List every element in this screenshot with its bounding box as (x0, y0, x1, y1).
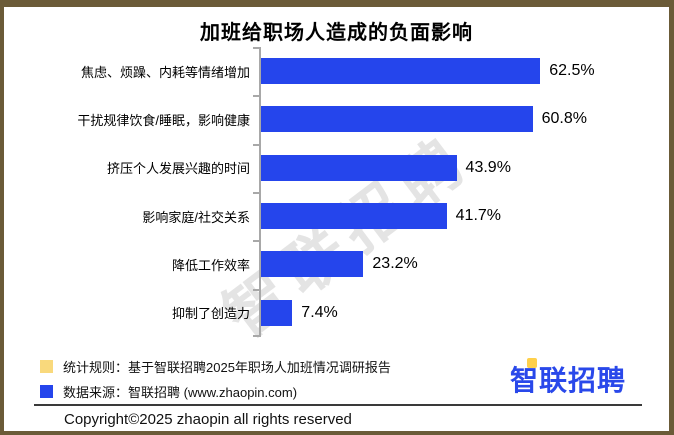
bar (259, 203, 447, 230)
value-label: 43.9% (465, 158, 511, 176)
category-label: 影响家庭/社交关系 (142, 209, 250, 225)
axis-tick (253, 335, 259, 337)
bar (259, 299, 293, 326)
value-label: 62.5% (549, 62, 595, 80)
legend-label: 数据来源：智联招聘 (www.zhaopin.com) (63, 385, 298, 400)
logo-text: 智联招聘 (510, 365, 627, 396)
bar-area: 41.7% (259, 192, 664, 240)
category-label: 挤压个人发展兴趣的时间 (106, 161, 250, 177)
bar-chart: 焦虑、烦躁、内耗等情绪增加 62.5% 干扰规律饮食/睡眠，影响健康 60.8% 挤压个… (4, 47, 664, 337)
legend-swatch (40, 360, 53, 373)
bar (259, 154, 457, 181)
axis-tick (253, 289, 259, 291)
bar (259, 58, 541, 85)
category-label: 干扰规律饮食/睡眠，影响健康 (77, 112, 250, 128)
footer-divider (34, 404, 642, 406)
bar-area: 43.9% (259, 144, 664, 192)
bar-area: 23.2% (259, 240, 664, 288)
axis-tick (253, 144, 259, 146)
chart-row: 抑制了创造力 7.4% (4, 289, 664, 337)
bar (259, 251, 364, 278)
axis-tick (253, 95, 259, 97)
logo-accent-square (527, 358, 537, 368)
category-label: 焦虑、烦躁、内耗等情绪增加 (80, 64, 250, 80)
chart-row: 挤压个人发展兴趣的时间 43.9% (4, 144, 664, 192)
legend-item: 数据来源：智联招聘 (www.zhaopin.com) (40, 379, 391, 404)
copyright-text: Copyright©2025 zhaopin all rights reserv… (64, 411, 352, 428)
value-label: 7.4% (301, 303, 338, 321)
axis-tick (253, 192, 259, 194)
value-label: 41.7% (455, 207, 502, 225)
chart-row: 降低工作效率 23.2% (4, 240, 664, 288)
chart-row: 焦虑、烦躁、内耗等情绪增加 62.5% (4, 47, 664, 95)
legend-item: 统计规则：基于智联招聘2025年职场人加班情况调研报告 (40, 354, 391, 379)
bar-area: 7.4% (259, 289, 664, 337)
zhaopin-logo: 智联招聘 (510, 358, 627, 399)
axis-tick (253, 240, 259, 242)
bar (259, 106, 533, 133)
axis-tick (253, 47, 259, 49)
legend-swatch (40, 385, 53, 398)
chart-row: 干扰规律饮食/睡眠，影响健康 60.8% (4, 95, 664, 143)
value-label: 23.2% (372, 255, 418, 273)
chart-row: 影响家庭/社交关系 41.7% (4, 192, 664, 240)
value-label: 60.8% (541, 110, 587, 128)
category-label: 抑制了创造力 (171, 306, 250, 322)
legend-label: 统计规则：基于智联招聘2025年职场人加班情况调研报告 (63, 360, 391, 375)
category-label: 降低工作效率 (171, 257, 250, 273)
chart-title: 加班给职场人造成的负面影响 (200, 22, 473, 44)
bar-area: 62.5% (259, 47, 664, 95)
source-legend: 统计规则：基于智联招聘2025年职场人加班情况调研报告 数据来源：智联招聘 (ww… (40, 354, 391, 404)
category-axis-line (259, 47, 261, 337)
bar-area: 60.8% (259, 95, 664, 143)
